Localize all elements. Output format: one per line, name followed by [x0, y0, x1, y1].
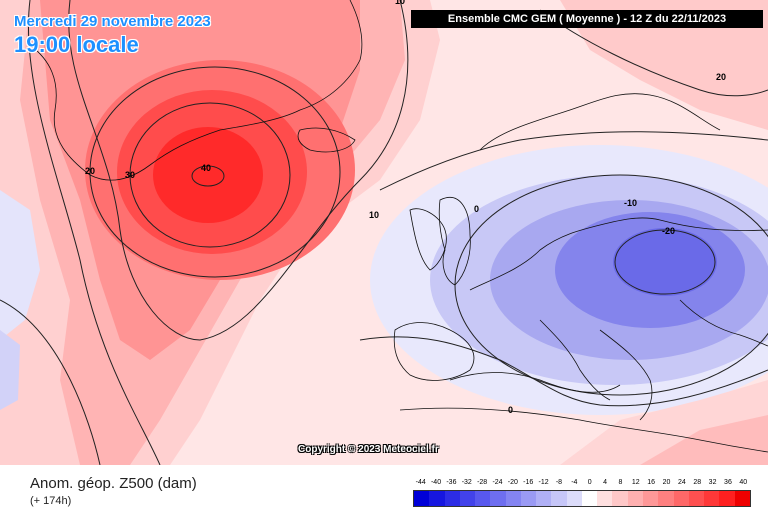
- legend-swatch: [673, 491, 689, 506]
- legend-label: 32: [708, 479, 717, 486]
- legend-swatch: [688, 491, 705, 506]
- negative-anomaly-zone-20: [613, 228, 717, 296]
- legend-swatch: [597, 491, 613, 506]
- legend-label: 40: [739, 479, 748, 486]
- legend-label: 4: [603, 479, 607, 486]
- legend-label: -16: [523, 479, 534, 486]
- model-run-banner: Ensemble CMC GEM ( Moyenne ) - 12 Z du 2…: [411, 10, 763, 28]
- contour-label: 30: [125, 170, 135, 180]
- legend-label: -40: [430, 479, 442, 486]
- positive-anomaly-core: [153, 127, 263, 223]
- contour-label: 0: [474, 204, 479, 214]
- legend-label: 16: [647, 479, 656, 486]
- contour-label: 0: [508, 405, 513, 415]
- contour-label: 20: [85, 166, 95, 176]
- legend-swatch: [658, 491, 674, 506]
- legend-label: -28: [477, 479, 488, 486]
- lead-time: (+ 174h): [30, 495, 72, 507]
- legend-swatch: [520, 491, 537, 506]
- contour-label: -10: [624, 198, 637, 208]
- legend-label: 20: [662, 479, 671, 486]
- legend-swatch: [505, 491, 521, 506]
- color-scale-legend: -44 -40 -36 -32 -28 -24 -20 -16 -12 -8 -4 0 4 8 12 16 20…: [413, 479, 751, 507]
- legend-label: -32: [461, 479, 472, 486]
- legend-label: -44: [415, 479, 426, 486]
- legend-swatch: [704, 491, 720, 506]
- legend-label: -24: [492, 479, 503, 486]
- legend-label: 8: [618, 479, 623, 486]
- legend-swatch: [444, 491, 460, 506]
- legend-swatch: [627, 491, 643, 506]
- legend-label: -12: [538, 479, 549, 486]
- valid-time: 19:00 locale: [14, 32, 139, 57]
- legend-label: 36: [724, 479, 732, 486]
- contour-label: 10: [395, 0, 405, 6]
- north-positive-anomaly: [560, 0, 768, 130]
- map-footer: Anom. géop. Z500 (dam) (+ 174h) -44 -40 -3…: [0, 465, 768, 512]
- copyright-notice: Copyright © 2023 Meteociel.fr: [298, 444, 439, 455]
- legend-swatch: [490, 491, 506, 506]
- legend-labels: -44 -40 -36 -32 -28 -24 -20 -16 -12 -8 -4 0 4 8 12 16 20…: [413, 479, 751, 489]
- legend-bar: [413, 490, 751, 507]
- legend-label: 12: [631, 479, 640, 486]
- legend-swatch: [566, 491, 582, 506]
- legend-swatch: [734, 491, 750, 506]
- legend-swatch: [536, 491, 552, 506]
- west-negative-anomaly: [0, 190, 40, 340]
- legend-label: 0: [587, 479, 592, 486]
- variable-title: Anom. géop. Z500 (dam): [30, 475, 197, 492]
- valid-date: Mercredi 29 novembre 2023: [14, 13, 211, 30]
- legend-swatch: [459, 491, 476, 506]
- contour-label: 10: [369, 210, 379, 220]
- legend-label: -8: [555, 479, 563, 486]
- legend-swatch: [429, 491, 445, 506]
- legend-label: -20: [507, 479, 518, 486]
- legend-label: -36: [446, 479, 457, 486]
- west-negative-anomaly-2: [0, 330, 20, 410]
- map-canvas: 40 30 20 10 0 -10 -20 20 10 0: [0, 0, 768, 465]
- legend-swatch: [414, 491, 430, 506]
- legend-label: -4: [571, 479, 578, 486]
- legend-label: 28: [693, 479, 702, 486]
- legend-swatch: [581, 491, 598, 506]
- legend-swatch: [551, 491, 567, 506]
- contour-label: 20: [716, 72, 726, 82]
- legend-swatch: [642, 491, 659, 506]
- legend-label: 24: [677, 479, 686, 486]
- legend-swatch: [475, 491, 491, 506]
- contour-label: -20: [662, 226, 675, 236]
- legend-swatch: [612, 491, 628, 506]
- legend-swatch: [719, 491, 735, 506]
- contour-label: 40: [201, 163, 211, 173]
- southeast-positive-anomaly-2: [640, 415, 768, 465]
- anomaly-map: 40 30 20 10 0 -10 -20 20 10 0: [0, 0, 768, 465]
- coastlines: [29, 0, 768, 453]
